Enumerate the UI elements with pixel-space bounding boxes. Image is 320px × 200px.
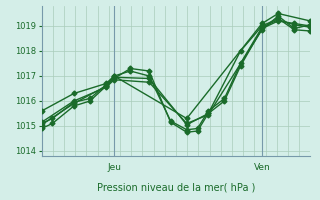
Text: Ven: Ven [254, 163, 270, 172]
Text: Pression niveau de la mer( hPa ): Pression niveau de la mer( hPa ) [97, 183, 255, 193]
Text: Jeu: Jeu [107, 163, 121, 172]
